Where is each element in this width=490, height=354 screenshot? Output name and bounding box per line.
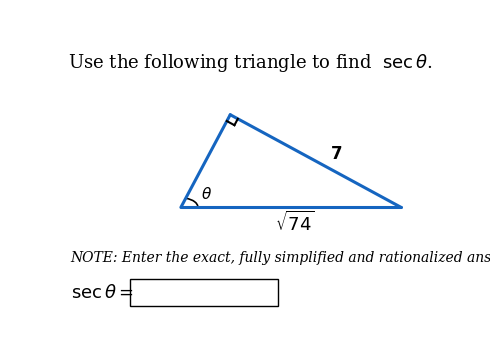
Text: $\mathrm{sec}\,\theta =$: $\mathrm{sec}\,\theta =$ [71,284,134,302]
Text: $\theta$: $\theta$ [200,187,212,202]
Text: NOTE: Enter the exact, fully simplified and rationalized answer.: NOTE: Enter the exact, fully simplified … [71,251,490,265]
Text: 7: 7 [331,145,343,163]
Text: Use the following triangle to find  $\mathrm{sec}\,\theta$.: Use the following triangle to find $\mat… [68,52,433,74]
Text: $\sqrt{74}$: $\sqrt{74}$ [275,210,315,234]
FancyBboxPatch shape [129,279,278,306]
